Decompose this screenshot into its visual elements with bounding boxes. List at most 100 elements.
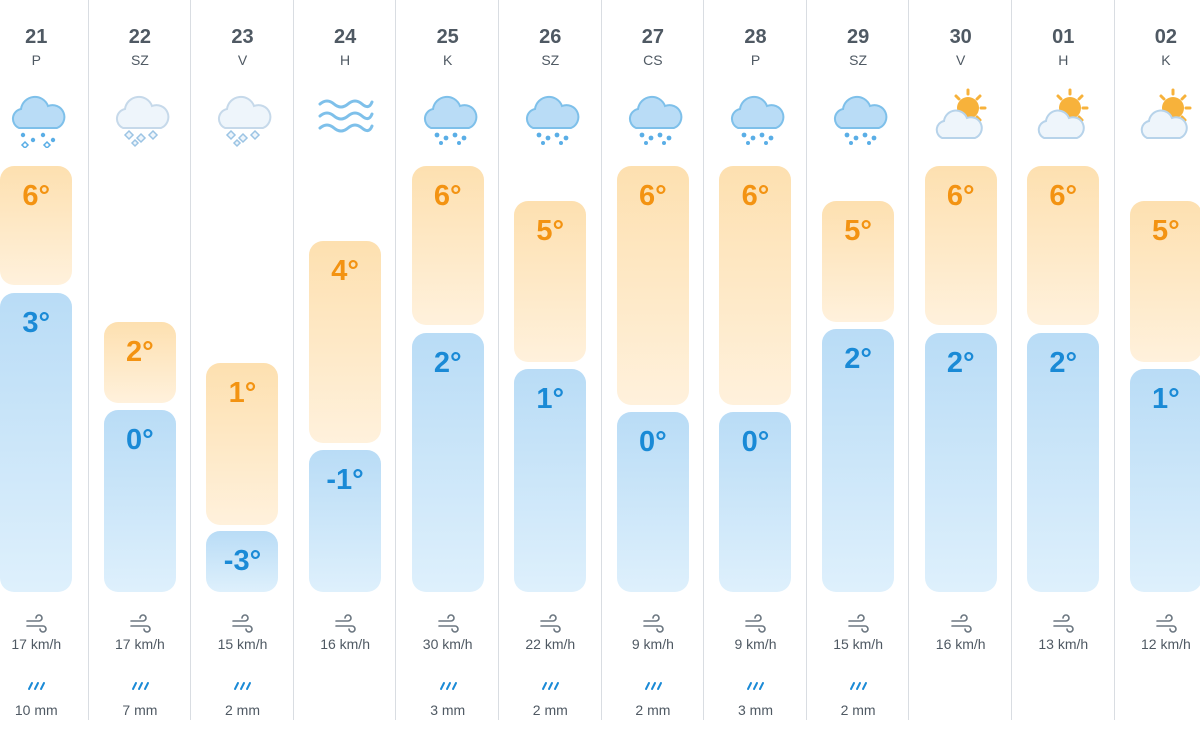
precipitation-amount: 3 mm <box>430 702 466 718</box>
day-column[interactable]: 25 K 6° 2° 30 km/h 3 mm <box>395 0 499 720</box>
precipitation-icon <box>232 678 252 692</box>
low-temp: 3° <box>22 307 51 339</box>
day-date: 29 <box>846 26 870 48</box>
low-temp-bar: 2° <box>822 329 895 592</box>
day-weekday: P <box>750 52 761 68</box>
low-temp-bar: 2° <box>411 333 484 592</box>
day-date: 27 <box>641 26 665 48</box>
low-temp-bar: -1° <box>309 450 382 592</box>
wind-speed: 12 km/h <box>1140 636 1191 652</box>
day-weekday: V <box>237 52 248 68</box>
low-temp: 0° <box>639 426 667 458</box>
day-date: 01 <box>1052 26 1075 48</box>
low-temp-bar: 0° <box>103 410 176 592</box>
wind-icon <box>950 614 972 634</box>
partly-cloudy-icon <box>928 86 994 148</box>
low-temp: 1° <box>1152 383 1180 415</box>
wind-icon <box>642 614 664 634</box>
high-temp: 6° <box>639 180 667 212</box>
low-temp: -1° <box>326 464 364 496</box>
high-temp: 6° <box>946 180 975 212</box>
day-weekday: H <box>1058 52 1069 68</box>
high-temp-bar: 6° <box>1027 166 1100 325</box>
wind-icon <box>334 614 356 634</box>
wind-icon <box>25 614 48 634</box>
day-weekday: CS <box>643 52 663 68</box>
day-date: 21 <box>25 26 48 48</box>
wind-icon <box>437 614 459 634</box>
high-temp: 6° <box>1049 180 1078 212</box>
day-column[interactable]: 21 P 6° 3° 17 km/h 10 mm <box>0 0 88 720</box>
day-weekday: SZ <box>130 52 149 68</box>
high-temp-bar: 4° <box>309 241 382 443</box>
wind-speed: 17 km/h <box>11 636 62 652</box>
precipitation-icon <box>643 678 663 692</box>
rain-icon <box>620 86 686 148</box>
wind-speed: 17 km/h <box>114 636 165 652</box>
partly-cloudy-icon <box>1133 86 1199 148</box>
day-weekday: H <box>340 52 351 68</box>
day-column[interactable]: 27 CS 6° 0° 9 km/h 2 mm <box>600 0 705 720</box>
rain-icon <box>415 86 481 148</box>
low-temp-bar: 2° <box>924 333 997 592</box>
low-temp-bar: 0° <box>616 412 689 592</box>
wind-icon <box>231 614 254 634</box>
snow-icon <box>107 86 173 148</box>
high-temp-bar: 6° <box>616 166 689 405</box>
precipitation-amount: 7 mm <box>122 702 158 718</box>
day-column[interactable]: 02 K 5° 1° 12 km/h <box>1113 0 1200 720</box>
high-temp-bar: 6° <box>924 166 997 325</box>
precipitation-amount: 2 mm <box>532 702 568 718</box>
rain-icon <box>825 86 891 148</box>
fog-icon <box>312 86 378 148</box>
day-date: 30 <box>949 26 972 48</box>
low-temp-bar: 0° <box>719 412 792 592</box>
wind-icon <box>129 614 151 634</box>
high-temp: 6° <box>22 180 51 212</box>
wind-speed: 13 km/h <box>1038 636 1089 652</box>
precipitation-icon <box>745 678 765 692</box>
day-column[interactable]: 26 SZ 5° 1° 22 km/h 2 mm <box>498 0 602 720</box>
wind-icon <box>1052 614 1075 634</box>
wind-speed: 16 km/h <box>320 636 370 652</box>
high-temp-bar: 5° <box>822 201 895 322</box>
day-column[interactable]: 22 SZ 2° 0° 17 km/h 7 mm <box>87 0 192 720</box>
day-column[interactable]: 30 V 6° 2° 16 km/h <box>908 0 1012 720</box>
high-temp-bar: 6° <box>0 166 73 285</box>
day-weekday: P <box>31 52 41 68</box>
low-temp: -3° <box>223 545 262 577</box>
wind-icon <box>847 614 869 634</box>
high-temp-bar: 5° <box>1129 201 1200 362</box>
day-date: 22 <box>128 26 152 48</box>
low-temp-bar: 2° <box>1027 333 1100 592</box>
day-weekday: SZ <box>849 52 868 68</box>
rain-snow-icon <box>3 86 69 148</box>
high-temp: 5° <box>536 215 565 247</box>
wind-speed: 16 km/h <box>935 636 986 652</box>
wind-speed: 30 km/h <box>422 636 473 652</box>
precipitation-icon <box>130 678 150 692</box>
day-column[interactable]: 24 H 4° -1° 16 km/h <box>292 0 397 720</box>
low-temp: 1° <box>536 383 565 415</box>
precipitation-icon <box>26 678 46 692</box>
low-temp: 2° <box>946 347 975 379</box>
rain-icon <box>517 86 583 148</box>
low-temp: 0° <box>741 426 770 458</box>
high-temp: 6° <box>741 180 770 212</box>
precipitation-icon <box>438 678 458 692</box>
high-temp-bar: 2° <box>103 322 176 403</box>
day-column[interactable]: 29 SZ 5° 2° 15 km/h 2 mm <box>805 0 910 720</box>
precipitation-amount: 10 mm <box>14 702 58 718</box>
high-temp-bar: 6° <box>719 166 792 405</box>
low-temp-bar: 3° <box>0 293 73 592</box>
high-temp-bar: 5° <box>514 201 587 362</box>
day-column[interactable]: 28 P 6° 0° 9 km/h 3 mm <box>703 0 807 720</box>
low-temp: 0° <box>126 424 154 456</box>
day-weekday: SZ <box>541 52 560 68</box>
low-temp-bar: -3° <box>206 531 279 592</box>
high-temp: 5° <box>1152 215 1180 247</box>
rain-icon <box>722 86 788 148</box>
day-column[interactable]: 23 V 1° -3° 15 km/h 2 mm <box>190 0 294 720</box>
day-column[interactable]: 01 H 6° 2° 13 km/h <box>1011 0 1115 720</box>
